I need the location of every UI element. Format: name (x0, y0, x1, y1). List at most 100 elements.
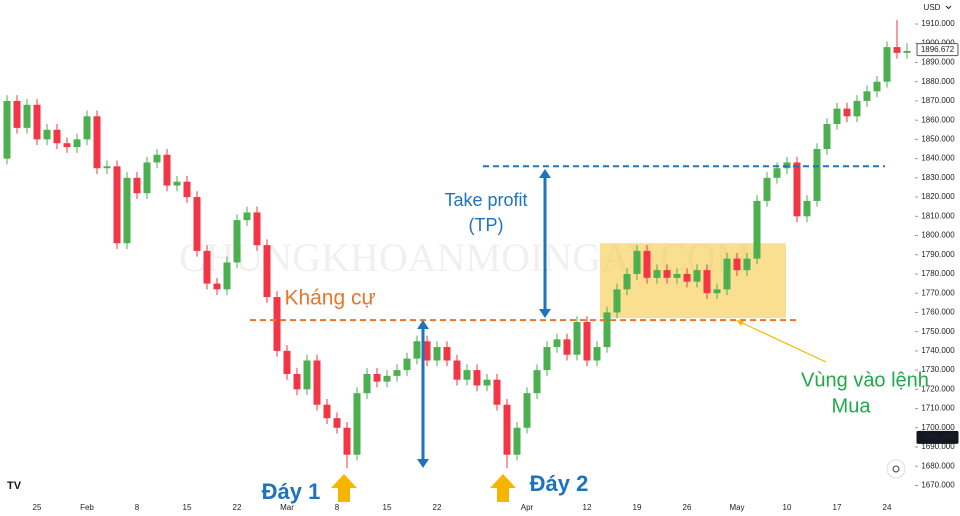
candle-body (413, 341, 421, 359)
y-tick-label: 1900.000 (921, 38, 955, 47)
x-tick-label: 15 (383, 503, 392, 512)
candle-body (93, 116, 101, 169)
bottom-arrow (490, 474, 516, 502)
candle-body (563, 339, 571, 355)
y-tick-label: 1710.000 (921, 404, 955, 413)
resistance-label: Kháng cự (284, 287, 375, 310)
bottom-arrow (331, 474, 357, 502)
currency-chevron[interactable] (945, 5, 952, 10)
candle-body (233, 220, 241, 263)
candle-body (153, 154, 161, 163)
candle-body (703, 270, 711, 294)
candle-body (603, 312, 611, 348)
candle-body (3, 100, 11, 159)
candle-body (753, 200, 761, 259)
candle-body (513, 427, 521, 455)
candle-body (673, 273, 681, 278)
candle-body (243, 212, 251, 221)
x-tick-label: Mar (280, 503, 294, 512)
candle-body (133, 177, 141, 194)
candle-body (873, 81, 881, 92)
x-tick-label: Apr (521, 503, 534, 512)
candle-body (253, 212, 261, 246)
candle-body (143, 162, 151, 194)
candle-body (523, 393, 531, 428)
svg-text:TV: TV (7, 480, 22, 492)
price-tag-label: 1695.000 (921, 433, 955, 442)
y-tick-label: 1850.000 (921, 135, 955, 144)
y-tick-label: 1870.000 (921, 96, 955, 105)
candle-body (223, 262, 231, 290)
candle-body (433, 347, 441, 361)
take-profit-label: (TP) (469, 215, 504, 235)
candle-body (663, 270, 671, 278)
candle-body (903, 50, 911, 53)
x-tick-label: 19 (633, 503, 642, 512)
candle-body (323, 404, 331, 419)
candle-body (533, 370, 541, 394)
candle-body (653, 270, 661, 278)
settings-button[interactable] (886, 459, 906, 479)
candle-body (393, 370, 401, 376)
candle-body (403, 358, 411, 371)
candle-body (63, 143, 71, 148)
candle-body (723, 258, 731, 290)
pointer-head (736, 320, 744, 326)
bottom-label: Đáy 1 (262, 479, 321, 504)
candle-body (623, 273, 631, 290)
candle-body (83, 116, 91, 140)
candle-body (893, 47, 901, 53)
candle-body (353, 393, 361, 455)
candle-body (183, 181, 191, 198)
candle-body (293, 373, 301, 390)
y-tick-label: 1880.000 (921, 77, 955, 86)
candle-body (683, 273, 691, 282)
x-tick-label: 25 (33, 503, 42, 512)
tv-logo: TV (7, 480, 22, 492)
y-tick-label: 1910.000 (921, 19, 955, 28)
candle-body (593, 347, 601, 361)
x-tick-label: Feb (80, 503, 94, 512)
candle-body (283, 350, 291, 374)
y-tick-label: 1700.000 (921, 423, 955, 432)
candle-body (263, 245, 271, 298)
y-tick-label: 1810.000 (921, 211, 955, 220)
x-tick-label: 8 (335, 503, 340, 512)
candle-body (23, 104, 31, 128)
x-tick-label: 15 (183, 503, 192, 512)
x-tick-label: 8 (135, 503, 140, 512)
arrow-head (417, 320, 429, 329)
candle-body (733, 258, 741, 271)
candle-body (343, 427, 351, 455)
candle-body (693, 270, 701, 282)
arrow-head (417, 459, 429, 468)
candle-body (113, 166, 121, 244)
candle-body (543, 347, 551, 371)
candle-body (863, 91, 871, 101)
candle-body (553, 339, 561, 348)
price-tag (916, 43, 959, 57)
candle-body (743, 258, 751, 271)
candle-body (473, 370, 481, 386)
candle-body (383, 375, 391, 382)
y-tick-label: 1790.000 (921, 250, 955, 259)
candle-body (463, 370, 471, 380)
candle-body (583, 322, 591, 361)
bottom-label: Đáy 2 (530, 471, 589, 496)
y-tick-label: 1830.000 (921, 173, 955, 182)
candle-body (33, 104, 41, 140)
entry-zone-label: Mua (832, 395, 872, 417)
candle-body (493, 379, 501, 405)
candle-body (163, 154, 171, 186)
candle-body (833, 108, 841, 125)
y-tick-label: 1780.000 (921, 269, 955, 278)
currency-label: USD (924, 3, 941, 12)
y-tick-label: 1860.000 (921, 115, 955, 124)
x-tick-label: 24 (883, 503, 892, 512)
y-tick-label: 1690.000 (921, 442, 955, 451)
candle-body (423, 341, 431, 361)
candle-body (333, 418, 341, 428)
candle-body (773, 168, 781, 178)
candle-body (273, 297, 281, 351)
